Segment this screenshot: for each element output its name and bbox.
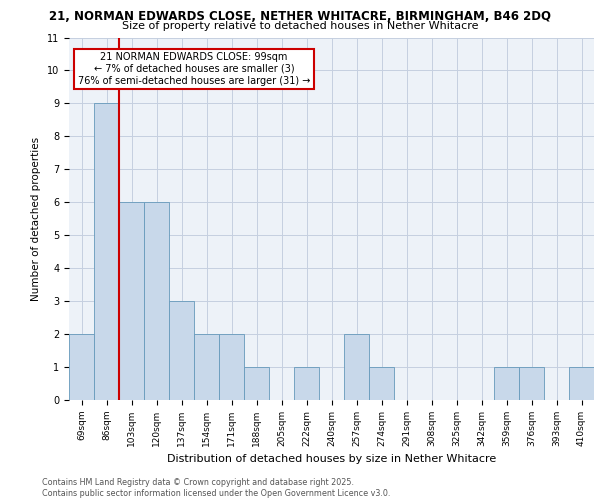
- Bar: [494, 367, 519, 400]
- Bar: [144, 202, 169, 400]
- Text: Contains HM Land Registry data © Crown copyright and database right 2025.
Contai: Contains HM Land Registry data © Crown c…: [42, 478, 391, 498]
- Bar: [244, 367, 269, 400]
- Y-axis label: Number of detached properties: Number of detached properties: [31, 136, 41, 301]
- Bar: [169, 301, 194, 400]
- Text: 21 NORMAN EDWARDS CLOSE: 99sqm
← 7% of detached houses are smaller (3)
76% of se: 21 NORMAN EDWARDS CLOSE: 99sqm ← 7% of d…: [78, 52, 310, 86]
- Bar: [94, 104, 119, 400]
- Bar: [344, 334, 369, 400]
- Bar: [119, 202, 144, 400]
- Text: Size of property relative to detached houses in Nether Whitacre: Size of property relative to detached ho…: [122, 21, 478, 31]
- Bar: [69, 334, 94, 400]
- Bar: [219, 334, 244, 400]
- Bar: [294, 367, 319, 400]
- Bar: [569, 367, 594, 400]
- Bar: [194, 334, 219, 400]
- X-axis label: Distribution of detached houses by size in Nether Whitacre: Distribution of detached houses by size …: [167, 454, 496, 464]
- Text: 21, NORMAN EDWARDS CLOSE, NETHER WHITACRE, BIRMINGHAM, B46 2DQ: 21, NORMAN EDWARDS CLOSE, NETHER WHITACR…: [49, 10, 551, 23]
- Bar: [369, 367, 394, 400]
- Bar: [519, 367, 544, 400]
